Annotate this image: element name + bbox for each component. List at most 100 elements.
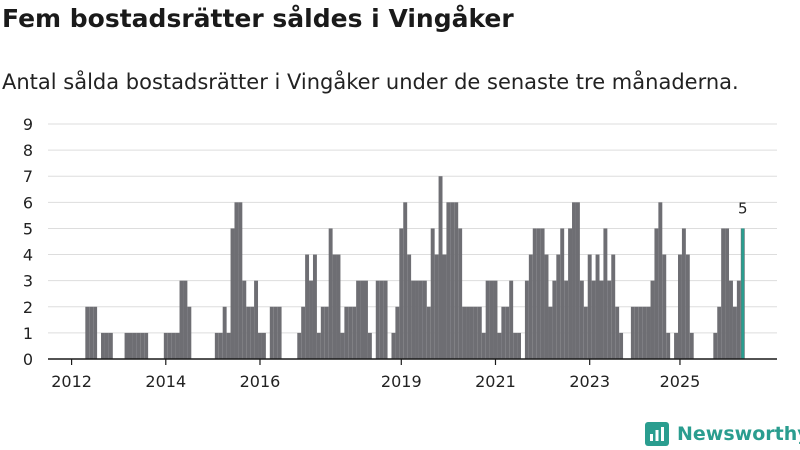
y-tick-label: 4 [23,246,33,265]
bar [332,254,337,359]
bar [579,280,584,359]
bar [517,332,521,359]
bar [450,202,455,359]
bar [528,254,533,359]
bar [320,306,325,359]
bar [277,306,282,359]
bar [568,228,573,359]
bar [418,280,423,359]
x-tick-label: 2021 [475,372,516,391]
bar [572,202,576,359]
bar [564,280,569,359]
bar [336,254,341,359]
bar [736,280,741,359]
bar [183,280,188,359]
bar [591,280,596,359]
bar [685,254,690,359]
bar [442,254,447,359]
y-tick-label: 8 [23,141,33,160]
bar [689,332,694,359]
bar [485,280,490,359]
x-tick-label: 2012 [51,372,92,391]
bar [379,280,384,359]
bar [509,280,514,359]
bar [246,306,251,359]
bar [587,254,592,359]
bar [340,332,345,359]
bar [415,280,419,359]
bar-chart: 0 1 2 3 4 5 6 7 8 9 5 2012 2014 2016 2019 2021 2023 2025 [23,115,777,391]
bar [104,332,109,359]
bar [674,332,678,359]
bar [654,228,659,359]
bar [666,332,671,359]
bar [548,306,553,359]
bar [634,306,639,359]
bar [469,306,474,359]
y-tick-label: 5 [23,219,33,238]
bar [607,280,612,359]
x-tick-label: 2014 [145,372,186,391]
y-tick-label: 0 [23,350,33,369]
bar [238,202,243,359]
bar [218,332,223,359]
bar [226,332,231,359]
bar [583,306,588,359]
bar [167,332,172,359]
bar [473,306,478,359]
bar [642,306,647,359]
bar [324,306,329,359]
bar [501,306,506,359]
bar [630,306,635,359]
bar [301,306,306,359]
bar [411,280,416,359]
bar [434,254,439,359]
bar [556,254,561,359]
newsworthy-logo: Newsworthy [645,420,800,448]
bar [575,202,580,359]
bar [560,228,565,359]
bar [254,280,259,359]
newsworthy-logo-text: Newsworthy [677,423,800,445]
newsworthy-logo-icon [645,422,669,446]
bar [426,306,431,359]
bar [678,254,682,359]
bar [242,280,247,359]
bar [532,228,537,359]
bar [140,332,145,359]
bar [595,254,600,359]
bar [732,306,737,359]
bar [352,306,357,359]
bar [89,306,94,359]
bar [261,332,266,359]
bar [599,280,604,359]
bar [658,202,663,359]
bar [403,202,408,359]
bar [124,332,129,359]
bar [222,306,227,359]
bar [108,332,113,359]
y-tick-label: 1 [23,324,33,343]
y-tick-label: 6 [23,193,33,212]
chart-title: Fem bostadsrätter såldes i Vingåker [2,4,514,33]
bar [438,176,443,359]
bar [312,254,317,359]
bar [250,306,255,359]
x-tick-label: 2025 [660,372,701,391]
bar [462,306,467,359]
y-tick-label: 3 [23,272,33,291]
bar [729,280,733,359]
bar [144,332,149,359]
bar [399,228,404,359]
bar [297,332,302,359]
bar [544,254,549,359]
bar [128,332,133,359]
bar [163,332,168,359]
bar [638,306,643,359]
bar [540,228,545,359]
bar [93,306,98,359]
bar [430,228,435,359]
bar [650,280,655,359]
bar [619,332,624,359]
bar [458,228,463,359]
